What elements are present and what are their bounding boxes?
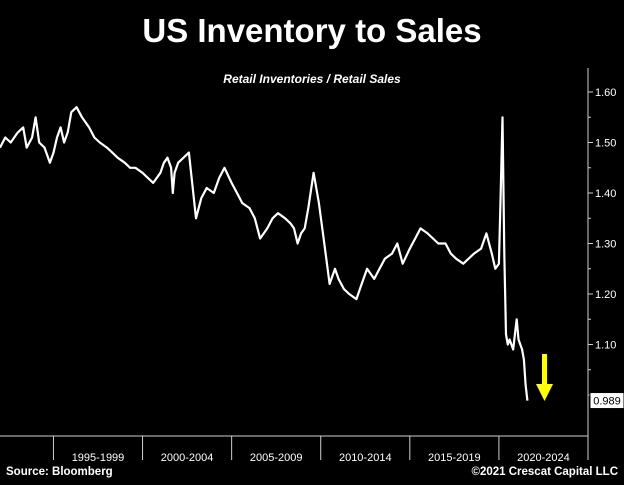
arrow-head bbox=[536, 384, 553, 401]
chart-subtitle: Retail Inventories / Retail Sales bbox=[223, 72, 401, 86]
x-tick-label: 2000-2004 bbox=[161, 452, 214, 464]
chart-axes: 1.10 1.20 1.30 1.40 1.50 1.60 1995-1999 2000-20… bbox=[0, 68, 616, 464]
arrow-shaft bbox=[542, 354, 547, 386]
copyright-note: ©2021 Crescat Capital LLC bbox=[471, 466, 618, 478]
x-tick-label: 2020-2024 bbox=[517, 452, 570, 464]
down-arrow-icon bbox=[536, 354, 553, 401]
y-tick-label: 1.30 bbox=[595, 239, 616, 251]
chart-title: US Inventory to Sales bbox=[142, 12, 482, 49]
x-tick-label: 1995-1999 bbox=[72, 452, 125, 464]
last-value-label: 0.989 bbox=[593, 396, 621, 408]
x-tick-label: 2015-2019 bbox=[428, 452, 481, 464]
y-tick-label: 1.40 bbox=[595, 188, 616, 200]
x-tick-label: 2010-2014 bbox=[339, 452, 392, 464]
y-tick-label: 1.10 bbox=[595, 340, 616, 352]
chart-series bbox=[0, 106, 529, 401]
last-value-box bbox=[589, 392, 624, 410]
y-tick-label: 1.50 bbox=[595, 138, 616, 150]
series-line bbox=[0, 106, 529, 401]
x-tick-label: 2005-2009 bbox=[250, 452, 303, 464]
y-tick-label: 1.20 bbox=[595, 289, 616, 301]
chart-annotations: 0.989 bbox=[536, 354, 624, 410]
source-note: Source: Bloomberg bbox=[6, 466, 113, 478]
y-tick-label: 1.60 bbox=[595, 87, 616, 99]
